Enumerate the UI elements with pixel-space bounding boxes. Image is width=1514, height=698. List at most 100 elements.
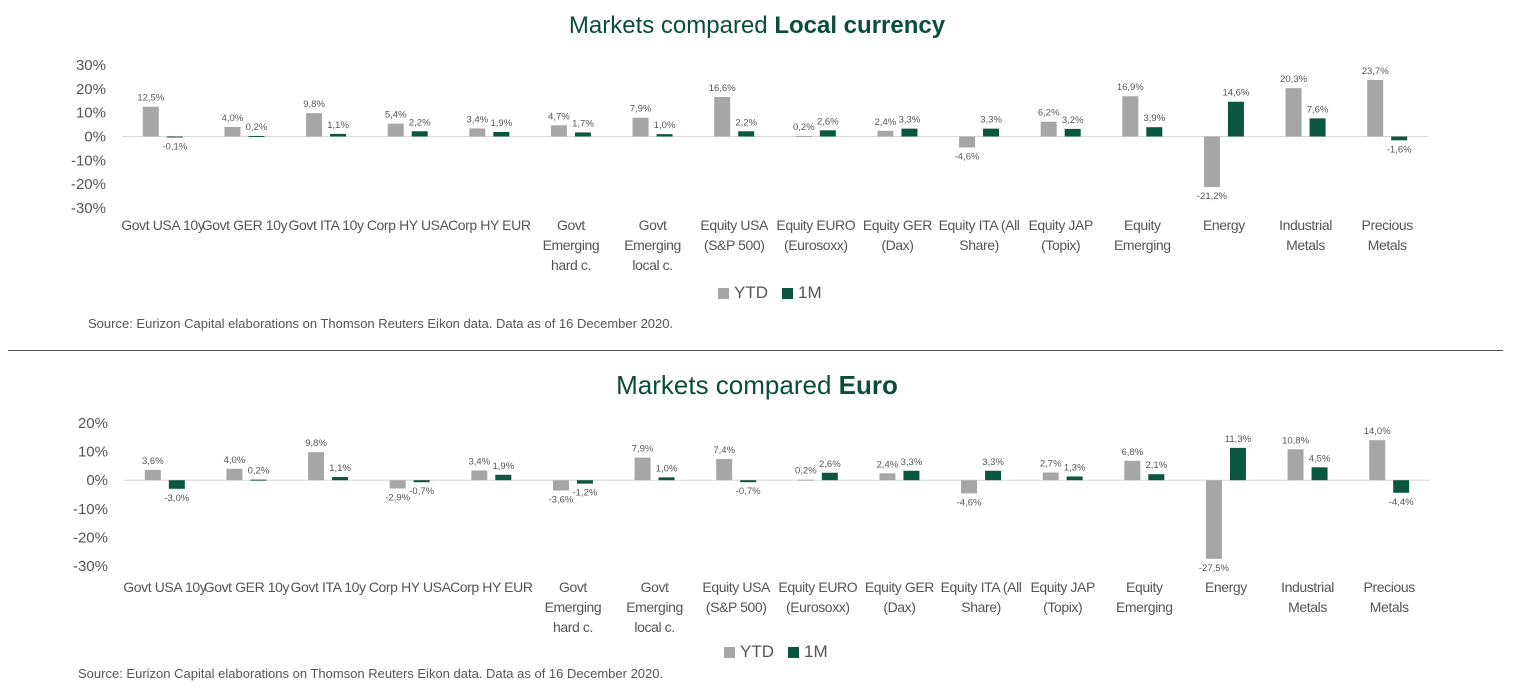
title-bold: Euro <box>838 370 898 400</box>
bar-1m <box>1229 447 1246 481</box>
x-tick-label: Govt USA 10y <box>121 217 205 233</box>
x-tick-label: Equity USA <box>702 579 771 595</box>
y-tick-label: 20% <box>78 415 108 432</box>
data-label: 7,9% <box>632 444 654 455</box>
x-tick-label: Industrial <box>1279 217 1332 233</box>
bar-ytd <box>959 136 976 148</box>
x-tick-label: Corp HY EUR <box>450 579 533 595</box>
x-tick-label: (Topix) <box>1041 237 1080 253</box>
data-label: -4,6% <box>955 151 980 162</box>
data-label: 4,0% <box>222 113 244 124</box>
y-tick-label: 20% <box>76 81 106 98</box>
x-tick-label: Equity <box>1124 217 1161 233</box>
bar-ytd <box>552 480 569 491</box>
data-label: 1,1% <box>329 463 351 474</box>
x-tick-label: Equity EURO <box>778 579 857 595</box>
data-label: 20,3% <box>1280 74 1307 85</box>
bar-1m <box>656 134 673 137</box>
legend-local: YTD 1M <box>718 283 830 303</box>
legend-item-1m: 1M <box>782 283 822 303</box>
data-label: 0,2% <box>795 466 817 477</box>
bar-1m <box>493 131 510 137</box>
y-tick-label: -30% <box>71 200 106 217</box>
bar-1m <box>985 470 1002 481</box>
x-tick-label: Emerging <box>545 599 602 615</box>
bar-1m <box>738 131 755 137</box>
x-tick-label: Energy <box>1203 217 1245 233</box>
data-label: 3,3% <box>980 115 1002 126</box>
bar-1m <box>1227 101 1244 137</box>
y-tick-label: -10% <box>73 501 108 518</box>
bar-1m <box>821 472 838 481</box>
bar-1m <box>332 477 349 481</box>
x-tick-label: Govt <box>641 579 669 595</box>
bar-1m <box>1148 474 1165 481</box>
data-label: 9,8% <box>303 99 325 110</box>
y-tick-label: 30% <box>76 57 106 74</box>
bar-ytd <box>634 457 651 481</box>
x-tick-label: Precious <box>1362 217 1414 233</box>
bar-ytd <box>795 136 812 138</box>
x-tick-label: Govt GER 10y <box>204 579 290 595</box>
bar-1m <box>1066 476 1083 481</box>
y-tick-label: -20% <box>73 529 108 546</box>
x-tick-label: Share) <box>961 599 1001 615</box>
legend-swatch-1m <box>788 646 799 658</box>
legend-label-1m: 1M <box>804 642 828 661</box>
x-tick-label: Corp HY USA <box>367 217 450 233</box>
x-tick-label: Energy <box>1205 579 1247 595</box>
x-tick-label: Emerging <box>624 237 681 253</box>
data-label: 2,1% <box>1145 460 1167 471</box>
legend-swatch-ytd <box>724 646 735 658</box>
data-label: 3,2% <box>1062 115 1084 126</box>
x-tick-label: (S&P 500) <box>704 237 765 253</box>
x-tick-label: (S&P 500) <box>706 599 767 615</box>
bar-ytd <box>224 126 241 137</box>
legend-swatch-1m <box>782 287 793 299</box>
data-label: 7,9% <box>630 104 652 115</box>
x-tick-label: Metals <box>1288 599 1327 615</box>
title-bold: Local currency <box>774 12 946 39</box>
x-tick-label: Precious <box>1364 579 1416 595</box>
bar-ytd <box>387 123 404 137</box>
legend-label-ytd: YTD <box>734 283 768 302</box>
bar-ytd <box>797 479 814 481</box>
bar-1m <box>413 480 430 483</box>
data-label: 2,2% <box>409 117 431 128</box>
data-label: 4,5% <box>1309 453 1331 464</box>
x-tick-label: Equity JAP <box>1028 217 1093 233</box>
bar-ytd <box>1122 96 1139 137</box>
x-tick-label: Emerging <box>1114 237 1171 253</box>
bar-1m <box>658 477 675 481</box>
bar-1m <box>1064 128 1081 137</box>
data-label: 16,6% <box>709 83 736 94</box>
data-label: -4,4% <box>1389 497 1414 508</box>
bar-ytd <box>471 470 488 481</box>
x-tick-label: Govt <box>559 579 587 595</box>
bar-ytd <box>1369 440 1386 481</box>
title-main: Markets compared <box>568 12 768 39</box>
bar-ytd <box>226 468 243 481</box>
bar-1m <box>1391 136 1408 141</box>
bar-ytd <box>144 469 161 481</box>
bar-1m <box>740 480 757 483</box>
data-label: 9,8% <box>305 438 327 449</box>
data-label: 7,6% <box>1307 104 1329 115</box>
bar-ytd <box>1124 460 1141 481</box>
data-label: 2,6% <box>817 116 839 127</box>
x-tick-label: Equity <box>1126 579 1163 595</box>
x-tick-label: Emerging <box>626 599 683 615</box>
bar-1m <box>166 136 183 138</box>
chart-title-euro: Markets compared Euro <box>0 370 1514 401</box>
bar-ytd <box>716 459 733 481</box>
data-label: 1,1% <box>327 120 349 131</box>
bar-1m <box>168 480 185 489</box>
data-label: 2,7% <box>1040 458 1062 469</box>
data-label: -0,7% <box>736 486 761 497</box>
data-label: 11,3% <box>1225 434 1252 445</box>
data-label: 3,4% <box>466 114 488 125</box>
x-tick-label: Corp HY USA <box>369 579 452 595</box>
data-label: -2,9% <box>385 492 410 503</box>
chart-euro: 20% 10% 0% -10% -20% -30% 3,6% -3,0% Govt USA 10… <box>73 415 1430 635</box>
title-main: Markets compared <box>616 370 832 400</box>
